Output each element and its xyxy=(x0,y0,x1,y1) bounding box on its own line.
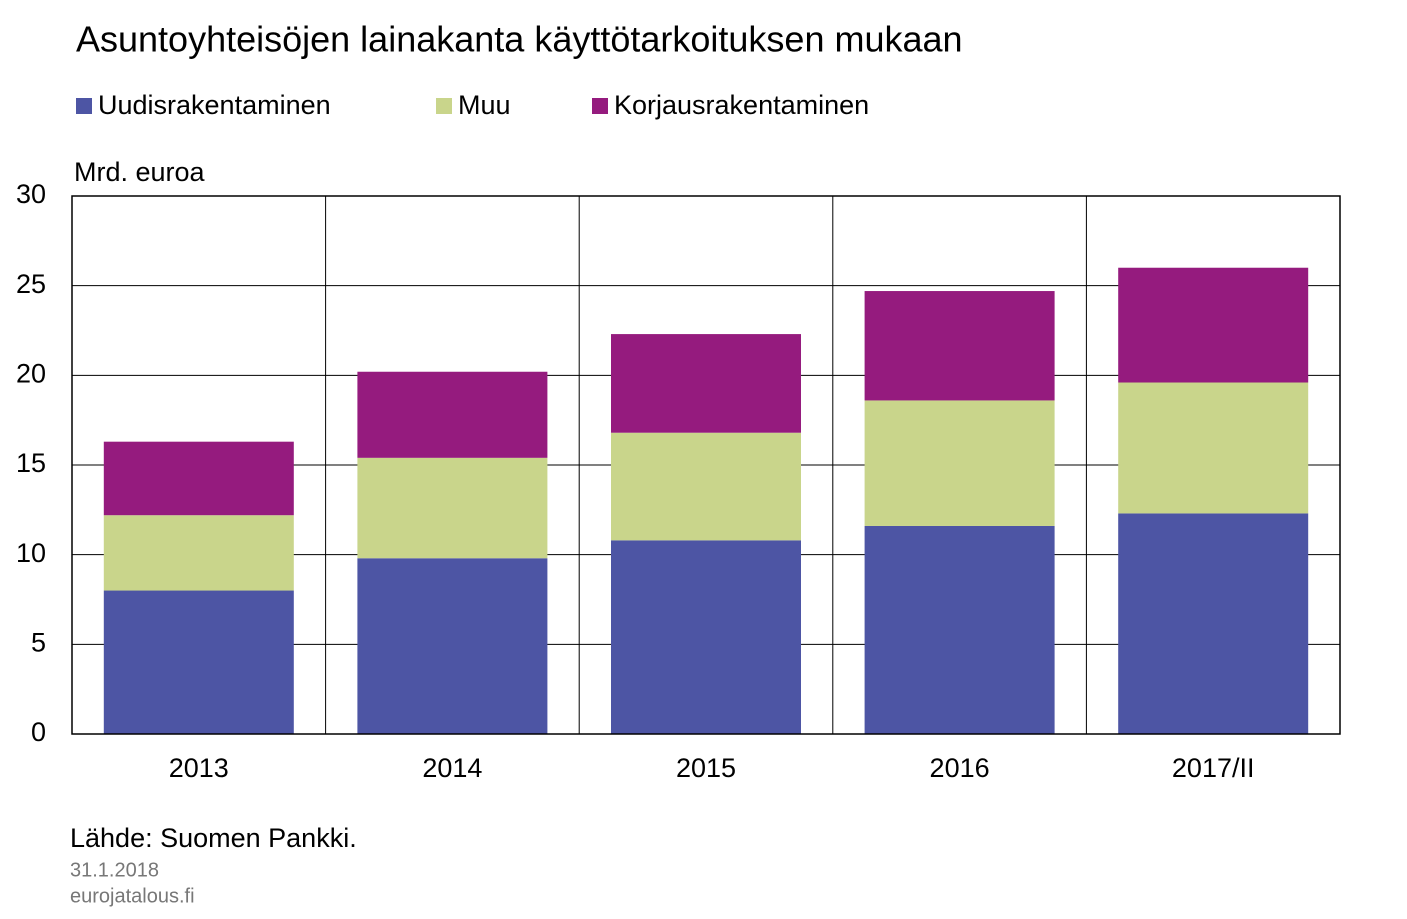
bar-segment xyxy=(611,540,801,734)
legend-swatch xyxy=(592,98,608,114)
y-axis-label: Mrd. euroa xyxy=(74,157,206,187)
legend-label: Uudisrakentaminen xyxy=(98,90,331,120)
y-tick-label: 25 xyxy=(16,269,46,299)
bar-segment xyxy=(611,432,801,541)
x-tick-label: 2013 xyxy=(169,753,229,783)
site: eurojatalous.fi xyxy=(70,885,195,907)
x-tick-label: 2017/II xyxy=(1172,753,1255,783)
bar-segment xyxy=(1118,382,1309,514)
chart-title: Asuntoyhteisöjen lainakanta käyttötarkoi… xyxy=(76,19,963,60)
y-tick-label: 10 xyxy=(16,538,46,568)
x-tick-label: 2015 xyxy=(676,753,736,783)
bar-segment xyxy=(357,371,548,458)
y-tick-label: 30 xyxy=(16,179,46,209)
bar-segment xyxy=(357,457,548,559)
legend-swatch xyxy=(76,98,92,114)
bar-segment xyxy=(611,334,801,433)
bar-segment xyxy=(357,558,548,734)
y-tick-label: 20 xyxy=(16,358,46,388)
date: 31.1.2018 xyxy=(70,859,159,881)
bar-segment xyxy=(103,441,294,516)
y-tick-label: 5 xyxy=(31,627,46,657)
legend-label: Muu xyxy=(458,90,511,120)
legend-label: Korjausrakentaminen xyxy=(614,90,869,120)
y-tick-label: 15 xyxy=(16,448,46,478)
bar-segment xyxy=(103,590,294,734)
bar-segment xyxy=(864,525,1055,734)
x-tick-label: 2016 xyxy=(930,753,990,783)
y-tick-label: 0 xyxy=(31,717,46,747)
bar-segment xyxy=(864,291,1055,401)
legend-swatch xyxy=(436,98,452,114)
plot-frame xyxy=(71,195,1341,735)
x-tick-label: 2014 xyxy=(422,753,482,783)
bar-segment xyxy=(1118,267,1309,383)
source: Lähde: Suomen Pankki. xyxy=(70,823,357,853)
bar-segment xyxy=(1118,513,1309,734)
bar-segment xyxy=(103,515,294,591)
bar-segment xyxy=(864,400,1055,526)
